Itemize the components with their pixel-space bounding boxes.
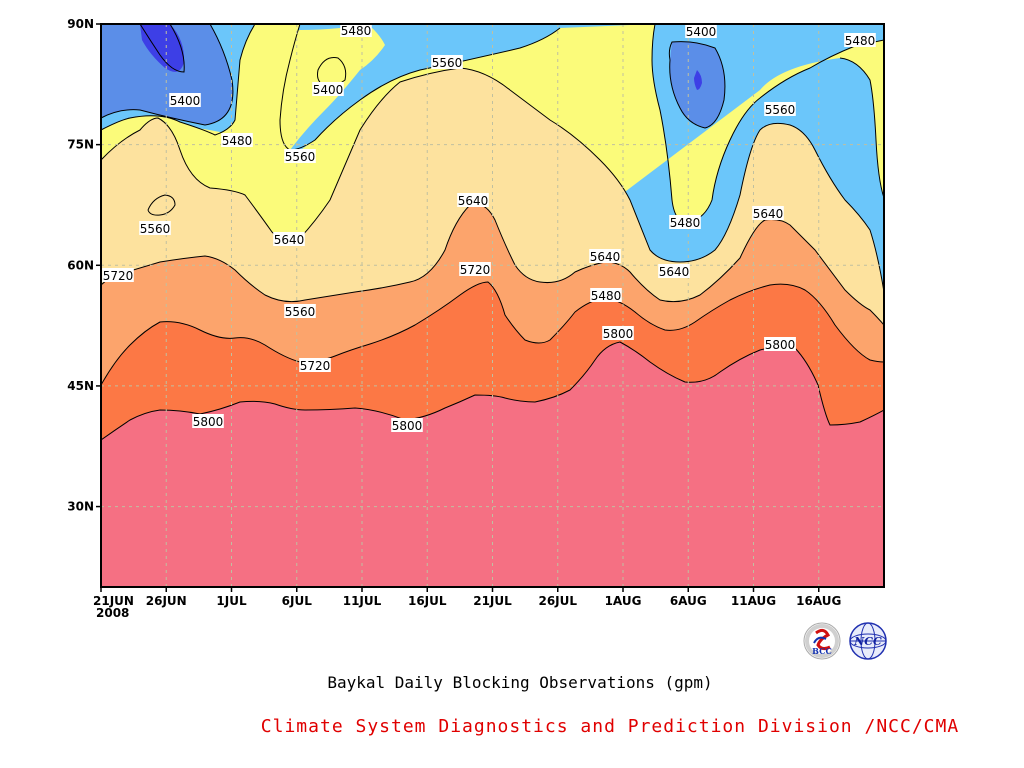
contour-label-bg [844,33,876,47]
y-tick-label: 90N [67,17,94,31]
contour-label-bg [589,249,621,263]
contour-label: 5560 [285,150,316,164]
contour-line-5400-c [668,41,726,129]
contour-labels: 5480 5400 5400 5480 5560 5400 5480 5480 5560 5560… [102,23,876,433]
bcc-logo-text: BCC [812,646,832,656]
contour-label: 5640 [458,194,489,208]
contour-label-bg [192,414,224,428]
contour-label-bg [169,93,201,107]
contour-label-bg [752,206,784,220]
credit-line: Climate System Diagnostics and Predictio… [261,716,959,737]
y-tick-label: 75N [67,138,94,152]
x-tick-label: 16JUL [408,594,447,608]
contour-label: 5480 [670,216,701,230]
x-tick-label: 1AUG [605,594,642,608]
contour-label: 5400 [686,25,717,39]
contour-line-5480-c [651,24,884,223]
contour-label: 5560 [140,222,171,236]
contour-label-bg [764,337,796,351]
x-axis: 21JUN 26JUN 1JUL 6JUL 11JUL 16JUL 21JUL 26JUL 1A… [93,587,841,608]
x-tick-label: 26JUN [146,594,187,608]
x-tick-label: 11AUG [731,594,776,608]
bcc-logo: BCC [803,622,841,660]
fill-band-below-5320-c [694,70,702,90]
contour-label-bg [602,326,634,340]
contour-label: 5400 [313,83,344,97]
contour-label: 5560 [765,103,796,117]
contour-label: 5480 [845,34,876,48]
contour-label: 5400 [170,94,201,108]
y-tick-label: 60N [67,258,94,272]
contour-label-bg [102,268,134,282]
ncc-logo-text: NCC [853,635,882,648]
contour-line-5640 [101,203,884,326]
contour-label: 5800 [392,419,423,433]
x-tick-label: 21JUN [93,594,134,608]
contour-label-bg [590,288,622,302]
contour-label: 5560 [432,56,463,70]
x-tick-label: 21JUL [473,594,512,608]
contour-label-bg [431,55,463,69]
contour-label: 5480 [341,24,372,38]
contour-label-bg [284,304,316,318]
contour-label-bg [139,221,171,235]
contour-line-5560-b [147,194,176,216]
x-tick-label: 16AUG [796,594,841,608]
y-axis: 30N 45N 60N 75N 90N [67,17,101,514]
x-year-label: 2008 [96,606,129,620]
contour-label: 5640 [274,233,305,247]
contour-label-bg [459,262,491,276]
contour-lines [101,24,884,441]
contour-line-5320-a [139,24,185,73]
x-tick-label: 1JUL [216,594,247,608]
contour-label-bg [658,264,690,278]
chart-title: Baykal Daily Blocking Observations (gpm) [327,673,712,692]
fill-band-below-5320-a [140,24,185,72]
ncc-logo: NCC [849,622,887,660]
contour-label-bg [221,133,253,147]
contour-label: 5800 [193,415,224,429]
y-tick-label: 30N [67,500,94,514]
contour-line-5480-d [839,57,884,199]
fill-band-5560-5640-spot [148,195,175,216]
contour-label-bg [764,102,796,116]
contour-line-5720 [101,281,884,386]
contour-line-5400-a [101,24,234,126]
contour-label: 5800 [603,327,634,341]
contour-line-5560-a [101,67,884,293]
x-tick-label: 6JUL [282,594,313,608]
contour-label: 5480 [222,134,253,148]
contour-label: 5640 [590,250,621,264]
contour-line-5480-a [101,24,256,136]
contour-label-bg [340,23,372,37]
contour-label-bg [312,82,344,96]
contour-label-bg [457,193,489,207]
x-tick-label: 11JUL [343,594,382,608]
contour-label-bg [299,358,331,372]
contour-label: 5640 [753,207,784,221]
contour-label: 5720 [460,263,491,277]
contour-label-bg [391,418,423,432]
contour-label-bg [669,215,701,229]
y-tick-label: 45N [67,379,94,393]
contour-label-bg [273,232,305,246]
grid [101,24,884,587]
x-tick-label: 26JUL [538,594,577,608]
contour-label: 5640 [659,265,690,279]
contour-label-bg [284,149,316,163]
contour-label: 5480 [591,289,622,303]
contour-label: 5720 [300,359,331,373]
x-tick-label: 6AUG [670,594,707,608]
contour-label-bg [685,24,717,38]
contour-label: 5560 [285,305,316,319]
contour-label: 5720 [103,269,134,283]
contour-label: 5800 [765,338,796,352]
